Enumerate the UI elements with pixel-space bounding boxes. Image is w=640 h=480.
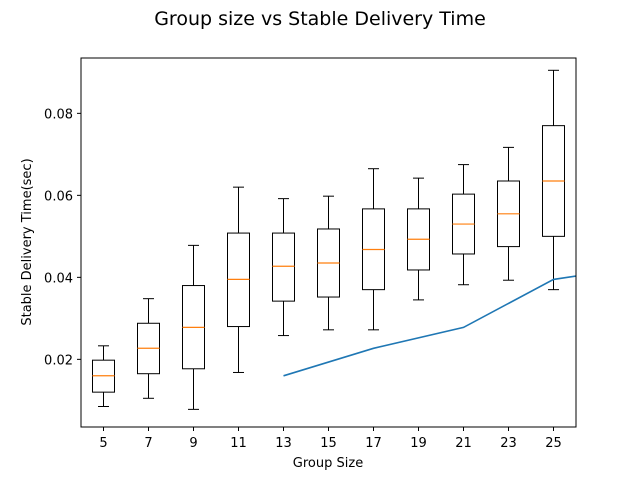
y-axis-label: Stable Delivery Time(sec) [20,158,35,325]
y-tick-label-0.02: 0.02 [44,353,73,368]
x-tick-label-5: 5 [99,436,107,451]
x-tick-label-19: 19 [410,436,427,451]
y-tick-label-0.04: 0.04 [44,271,73,286]
chart-title: Group size vs Stable Delivery Time [154,8,486,30]
x-tick-label-23: 23 [500,436,517,451]
x-tick-label-7: 7 [144,436,152,451]
axes-frame [80,57,577,428]
x-tick-label-17: 17 [365,436,382,451]
plot-area: 5 7 9 11 13 15 17 19 21 23 25 0.02 0.04 0.06 0.08 [44,69,576,451]
x-tick-label-25: 25 [545,436,562,451]
y-tick-label-0.08: 0.08 [44,107,73,122]
x-tick-label-21: 21 [455,436,472,451]
series-line-0 [283,275,576,377]
x-tick-label-15: 15 [320,436,337,451]
x-tick-label-9: 9 [189,436,197,451]
box-13 [272,232,295,302]
x-tick-label-13: 13 [275,436,292,451]
y-tick-label-0.06: 0.06 [44,189,73,204]
x-tick-label-11: 11 [230,436,247,451]
x-axis-label: Group Size [293,456,363,471]
